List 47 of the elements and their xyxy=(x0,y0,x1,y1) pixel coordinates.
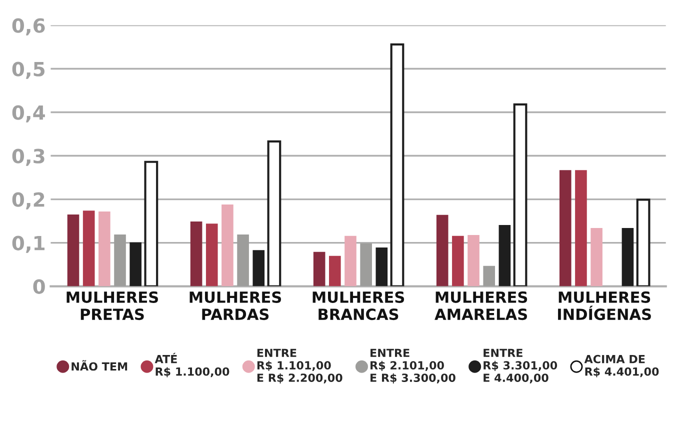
y-tick-label: 0 xyxy=(33,279,45,294)
bar xyxy=(98,211,110,286)
bar xyxy=(329,256,341,286)
bar xyxy=(622,228,634,286)
bar xyxy=(222,204,234,286)
y-tick-label: 0,2 xyxy=(12,192,44,210)
bar xyxy=(67,214,80,286)
bar xyxy=(483,266,496,286)
bar xyxy=(114,234,126,286)
bar xyxy=(344,236,356,286)
y-tick-label: 0,4 xyxy=(12,105,45,122)
bar xyxy=(636,198,650,286)
bar xyxy=(452,236,464,286)
y-tick-label: 0,6 xyxy=(12,18,45,36)
legend-label: ENTRE R$ 1.101,00 E R$ 2.200,00 xyxy=(257,348,342,384)
bar xyxy=(376,248,388,286)
bar xyxy=(206,224,218,286)
bar xyxy=(468,234,480,286)
bar xyxy=(313,252,326,286)
bar xyxy=(82,210,95,286)
x-tick-label: MULHERES AMARELAS xyxy=(434,291,528,320)
bar xyxy=(575,170,587,286)
bar xyxy=(590,228,602,286)
bar xyxy=(513,103,528,286)
bar xyxy=(559,170,572,286)
bar xyxy=(390,43,404,286)
x-tick-label: MULHERES BRANCAS xyxy=(312,291,404,320)
y-tick-label: 0,5 xyxy=(12,62,44,79)
x-tick-label: MULHERES INDÍGENAS xyxy=(558,291,651,320)
legend-label: ENTRE R$ 3.301,00 E 4.400,00 xyxy=(484,348,558,384)
bar xyxy=(237,234,249,286)
bar xyxy=(267,140,282,286)
bar xyxy=(252,250,265,286)
y-tick-label: 0,3 xyxy=(12,148,44,166)
bar xyxy=(190,221,202,286)
bar xyxy=(360,243,372,286)
x-tick-label: MULHERES PARDAS xyxy=(190,291,282,320)
bar xyxy=(144,160,158,286)
legend-label: NÃO TEM xyxy=(72,360,128,371)
legend-label: ENTRE R$ 2.101,00 E R$ 3.300,00 xyxy=(370,348,456,384)
bar xyxy=(130,242,142,286)
legend-label: ATÉ R$ 1.100,00 xyxy=(154,352,230,378)
bar xyxy=(436,214,448,286)
y-tick-label: 0,1 xyxy=(12,236,45,253)
bar xyxy=(498,224,511,286)
x-tick-label: MULHERES PRETAS xyxy=(66,291,158,320)
legend-label: ACIMA DE R$ 4.401,00 xyxy=(584,354,659,378)
